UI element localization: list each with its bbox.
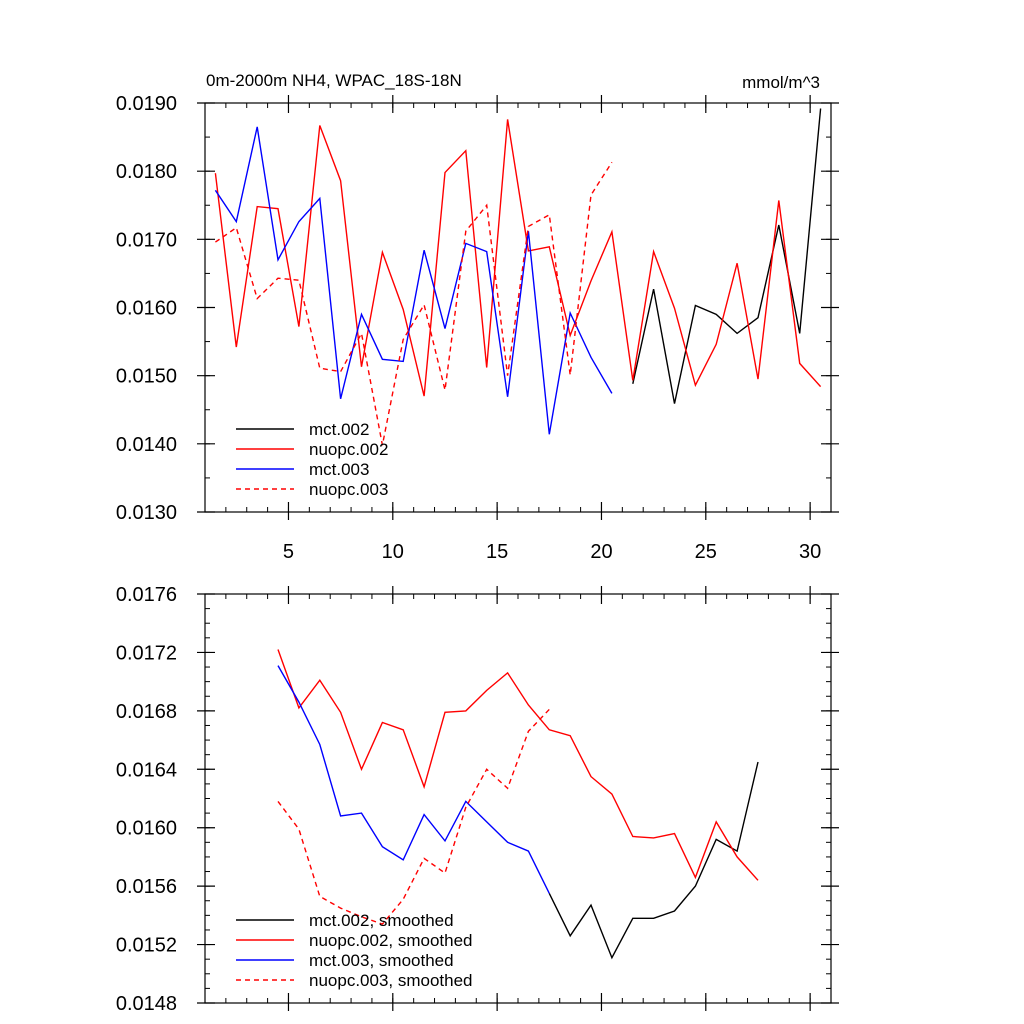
series-line-nuopc-003 [215, 161, 613, 446]
y-tick-label: 0.0140 [116, 434, 177, 456]
x-tick-label: 30 [799, 541, 821, 563]
series-line-nuopc-002 [214, 119, 822, 397]
series-line-mct-002-smoothed [548, 761, 759, 960]
y-tick-label: 0.0156 [116, 876, 177, 898]
x-tick-label: 10 [382, 541, 404, 563]
legend-label: mct.003, smoothed [309, 951, 454, 970]
y-tick-label: 0.0170 [116, 229, 177, 251]
x-tick-label: 5 [283, 541, 294, 563]
y-tick-label: 0.0160 [116, 298, 177, 320]
series-line-nuopc-002-smoothed [277, 649, 759, 881]
y-tick-label: 0.0172 [116, 642, 177, 664]
y-tick-label: 0.0180 [116, 161, 177, 183]
legend-label: nuopc.002, smoothed [309, 931, 473, 950]
plot-frame [204, 593, 832, 1004]
series-line-nuopc-003-smoothed [277, 708, 550, 925]
y-tick-label: 0.0160 [116, 818, 177, 840]
x-tick-label: 15 [486, 541, 508, 563]
y-tick-label: 0.0152 [116, 935, 177, 957]
chart-title: 0m-2000m NH4, WPAC_18S-18N [206, 71, 462, 90]
legend-label: mct.002, smoothed [309, 911, 454, 930]
y-tick-label: 0.0190 [116, 93, 177, 115]
plot-frame [204, 102, 832, 513]
y-tick-label: 0.0130 [116, 502, 177, 524]
y-tick-label: 0.0164 [116, 759, 177, 781]
y-tick-label: 0.0150 [116, 366, 177, 388]
top-panel: 5 10 15 20 25 30 0.0130 0.0140 0.0150 0.0160 0.017… [116, 93, 839, 563]
y-tick-label: 0.0168 [116, 701, 177, 723]
series-line-mct-003-smoothed [277, 665, 550, 894]
legend-label: mct.002 [309, 420, 369, 439]
y-tick-label: 0.0148 [116, 993, 177, 1015]
series-line-mct-002 [632, 108, 822, 404]
legend-label: nuopc.003 [309, 480, 388, 499]
legend-label: nuopc.002 [309, 440, 388, 459]
units-label: mmol/m^3 [742, 73, 820, 92]
legend-label: mct.003 [309, 460, 369, 479]
x-tick-label: 20 [590, 541, 612, 563]
bottom-panel: 0.0148 0.0152 0.0156 0.0160 0.0164 0.0168 0.01… [116, 584, 839, 1015]
legend-label: nuopc.003, smoothed [309, 971, 473, 990]
y-tick-label: 0.0176 [116, 584, 177, 606]
x-tick-label: 25 [695, 541, 717, 563]
series-line-mct-003 [214, 126, 613, 435]
